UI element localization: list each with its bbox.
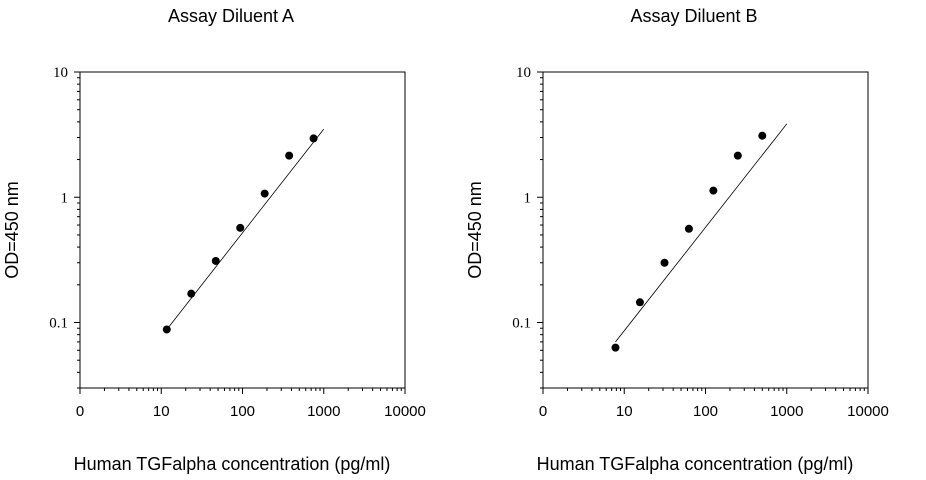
data-point [211, 256, 220, 265]
x-axis-label: Human TGFalpha concentration (pg/ml) [537, 454, 854, 474]
plot-frame [542, 71, 869, 389]
data-point [709, 186, 718, 195]
data-point [285, 151, 294, 160]
y-tick-label: 10 [516, 65, 531, 81]
x-axis-label: Human TGFalpha concentration (pg/ml) [74, 454, 391, 474]
y-tick-label: 10 [53, 65, 68, 81]
x-tick-label: 1000 [307, 403, 340, 420]
chart-assay-diluent-b: Assay Diluent B 0.1 1 10 0 10 100 1000 10000 Huma… [463, 0, 926, 480]
x-tick-label: 100 [693, 403, 718, 420]
fit-line [166, 128, 325, 330]
y-tick-label: 0.1 [49, 316, 68, 332]
x-tick-label: 10000 [847, 403, 889, 420]
fit-line [615, 123, 788, 343]
x-tick-label: 0 [539, 403, 547, 420]
data-point [309, 134, 318, 143]
data-point [236, 223, 245, 232]
y-axis-label: OD=450 nm [2, 181, 22, 279]
data-point [260, 189, 269, 198]
y-tick-label: 0.1 [512, 316, 531, 332]
data-point [187, 289, 196, 298]
data-point [162, 325, 171, 334]
y-tick-label: 1 [524, 190, 532, 206]
x-tick-label: 100 [230, 403, 255, 420]
x-tick-label: 10000 [384, 403, 426, 420]
data-point [684, 224, 693, 233]
data-point [758, 131, 767, 140]
y-axis-label: OD=450 nm [465, 181, 485, 279]
chart-assay-diluent-a: Assay Diluent A 0.1 1 10 0 10 100 1000 10000 Huma… [2, 6, 426, 474]
x-tick-label: 0 [76, 403, 84, 420]
x-tick-label: 1000 [770, 403, 803, 420]
data-point [611, 343, 620, 352]
x-tick-label: 10 [153, 403, 170, 420]
x-tick-label: 10 [616, 403, 633, 420]
chart-title: Assay Diluent A [168, 6, 294, 26]
y-tick-label: 1 [61, 190, 69, 206]
data-point [733, 151, 742, 160]
chart-title: Assay Diluent B [630, 6, 757, 26]
data-point [660, 258, 669, 267]
data-point [635, 298, 644, 307]
